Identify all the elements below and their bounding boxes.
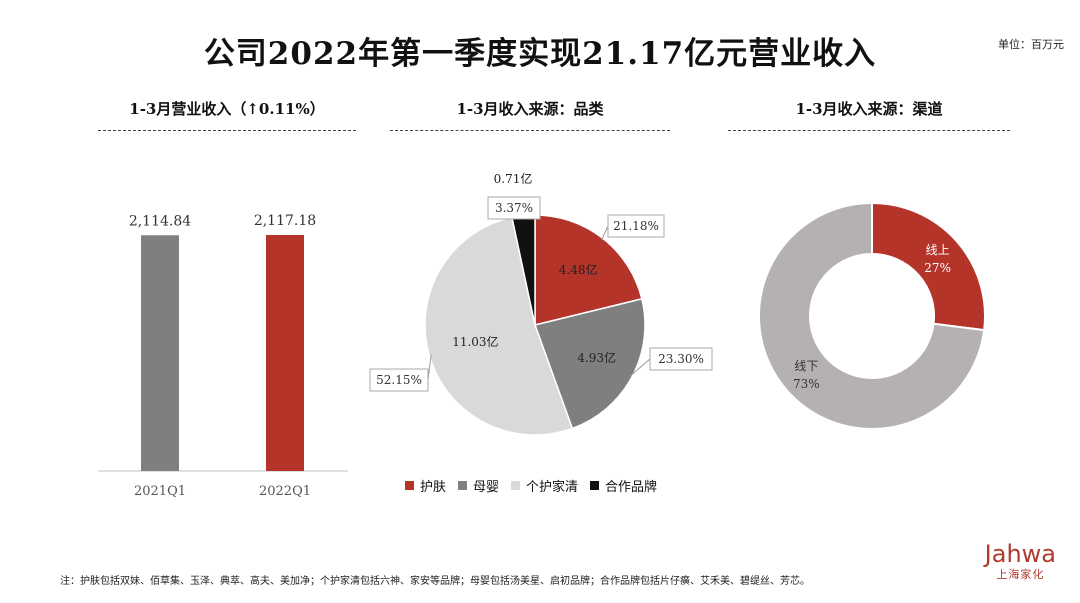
legend-swatch <box>405 481 414 490</box>
pie-leader-line <box>601 225 609 241</box>
legend-item: 合作品牌 <box>590 476 657 495</box>
channel-donut-chart: 线上 27% 线下 73% <box>758 201 986 430</box>
pie-value-label: 0.71亿 <box>494 171 533 186</box>
category-pie-chart: 4.48亿 4.93亿 11.03亿 0.71亿 21.18% 23.30% 52.15% 3… <box>369 171 713 436</box>
category-panel-title: 1-3月收入来源：品类 <box>456 100 604 118</box>
category-legend: 护肤 母婴 个护家清 合作品牌 <box>405 476 669 495</box>
bar-category-label: 2021Q1 <box>134 484 186 499</box>
pie-value-label: 4.93亿 <box>577 350 616 365</box>
legend-item: 个护家清 <box>511 476 578 495</box>
jahwa-logo: Jahwa 上海家化 <box>985 542 1056 582</box>
bar-value-label: 2,114.84 <box>129 213 191 229</box>
page-title: 公司2022年第一季度实现21.17亿元营业收入 <box>203 36 877 72</box>
pie-leader-line <box>427 354 432 381</box>
legend-label: 合作品牌 <box>605 480 658 495</box>
bar-value-label: 2,117.18 <box>254 213 316 229</box>
bar-category-label: 2022Q1 <box>259 484 311 499</box>
pie-leader-line <box>629 358 651 377</box>
pie-value-label: 4.48亿 <box>559 262 598 277</box>
pie-percent-label: 52.15% <box>376 373 422 387</box>
revenue-panel-title: 1-3月营业收入（↑0.11%） <box>129 100 325 118</box>
donut-percent-label: 73% <box>793 377 820 391</box>
legend-label: 母婴 <box>473 480 500 495</box>
pie-percent-label: 23.30% <box>658 352 704 366</box>
donut-slice-线上 <box>871 201 986 332</box>
donut-name-label: 线下 <box>794 359 818 373</box>
logo-wordmark: Jahwa <box>984 540 1056 568</box>
pie-slice-个护家清 <box>424 216 574 436</box>
pie-percent-box <box>649 347 713 371</box>
donut-slice-线下 <box>758 201 986 430</box>
channel-panel-title: 1-3月收入来源：渠道 <box>795 100 943 118</box>
legend-swatch <box>511 481 521 490</box>
pie-percent-label: 3.37% <box>495 201 533 215</box>
legend-label: 护肤 <box>420 480 447 495</box>
channel-title-divider <box>728 130 1010 131</box>
logo-subtitle: 上海家化 <box>996 568 1045 581</box>
footnote: 注：护肤包括双妹、佰草集、玉泽、典萃、高夫、美加净；个护家清包括六神、家安等品牌… <box>60 576 810 587</box>
donut-percent-label: 27% <box>924 261 951 275</box>
legend-item: 母婴 <box>458 476 499 495</box>
pie-percent-label: 21.18% <box>613 219 659 233</box>
legend-swatch <box>458 481 468 490</box>
bar-2022Q1 <box>266 235 304 471</box>
pie-slice-母婴 <box>534 297 646 430</box>
donut-name-label: 线上 <box>926 243 950 257</box>
pie-value-label: 11.03亿 <box>452 334 498 349</box>
category-title-divider <box>390 130 670 131</box>
unit-label: 单位：百万元 <box>998 38 1064 51</box>
legend-label: 个护家清 <box>526 480 579 495</box>
legend-item: 护肤 <box>405 476 446 495</box>
revenue-title-divider <box>98 130 356 131</box>
revenue-bar-chart: 2,114.84 2021Q1 2,117.18 2022Q1 <box>98 213 348 499</box>
bar-2021Q1 <box>141 235 179 471</box>
pie-percent-box <box>487 196 541 220</box>
pie-percent-box <box>369 368 429 392</box>
pie-percent-box <box>607 214 665 238</box>
legend-swatch <box>590 481 600 490</box>
